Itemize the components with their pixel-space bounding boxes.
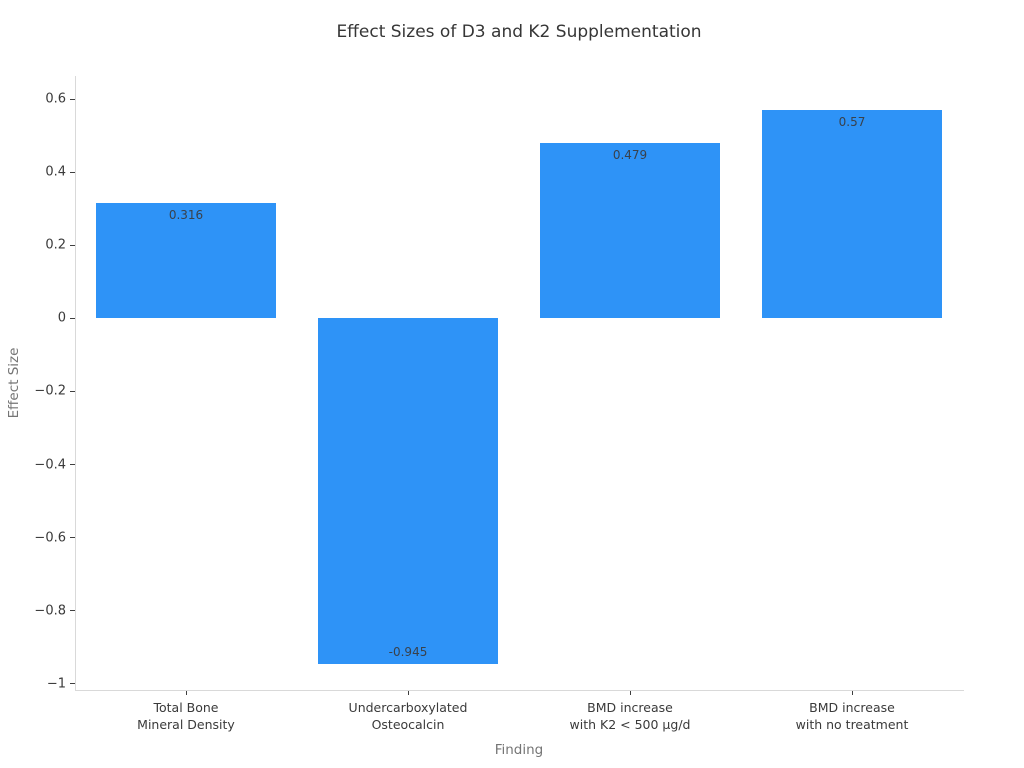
x-tick-mark (407, 691, 409, 695)
x-tick-label: Undercarboxylated Osteocalcin (348, 700, 468, 732)
y-tick-label: 0.2 (45, 237, 66, 253)
y-tick-label: −1 (46, 676, 66, 692)
y-tick-label: −0.4 (34, 457, 66, 472)
y-tick-mark (70, 317, 75, 319)
bar (96, 202, 276, 319)
x-tick-mark (629, 691, 631, 695)
x-tick-mark (185, 691, 187, 695)
bar (762, 109, 942, 319)
plot-area (75, 76, 964, 691)
y-tick-mark (70, 244, 75, 246)
y-tick-label: −0.6 (34, 530, 66, 546)
bar-value-label: 0.57 (838, 114, 866, 129)
chart-title: Effect Sizes of D3 and K2 Supplementatio… (336, 22, 702, 42)
y-tick-mark (70, 98, 75, 100)
y-tick-label: 0 (57, 310, 66, 326)
x-axis-title: Finding (494, 742, 544, 758)
bar-value-label: -0.945 (388, 644, 428, 659)
bar (318, 318, 498, 664)
bar-value-label: 0.316 (168, 207, 204, 222)
y-tick-mark (70, 390, 75, 392)
y-tick-mark (70, 464, 75, 465)
bar (540, 143, 720, 319)
x-tick-mark (851, 691, 853, 695)
y-tick-mark (70, 610, 75, 612)
y-tick-mark (70, 171, 75, 173)
x-tick-label: BMD increase with no treatment (795, 700, 909, 732)
x-tick-label: Total Bone Mineral Density (137, 700, 235, 732)
y-tick-label: −0.8 (34, 603, 66, 619)
y-tick-label: −0.2 (34, 383, 66, 399)
y-tick-mark (70, 537, 75, 539)
x-tick-label: BMD increase with K2 < 500 μg/d (569, 700, 691, 732)
y-tick-label: 0.6 (45, 91, 66, 107)
y-tick-label: 0.4 (45, 164, 66, 180)
y-tick-mark (70, 683, 75, 685)
bar-value-label: 0.479 (612, 148, 648, 163)
